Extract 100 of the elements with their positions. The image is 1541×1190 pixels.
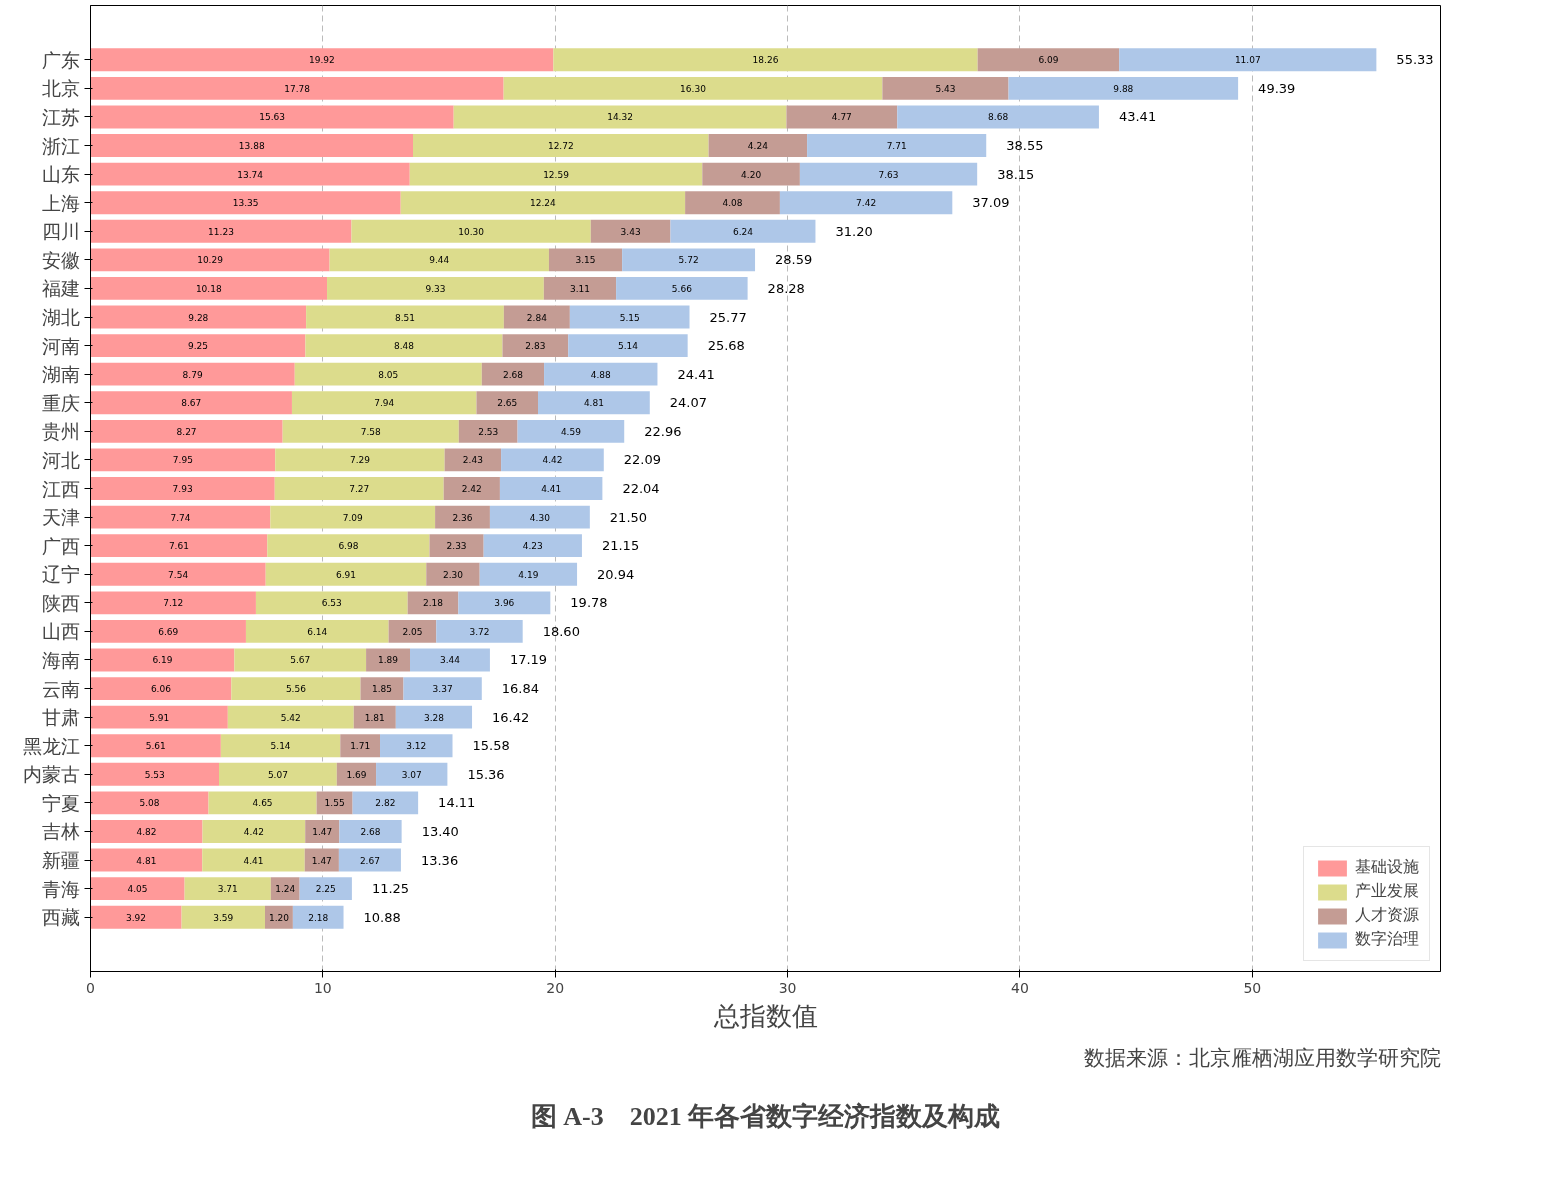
- bar: [267, 534, 430, 558]
- data-label: 3.07: [401, 769, 422, 780]
- bar: [622, 248, 756, 272]
- data-label: 4.23: [522, 541, 543, 552]
- data-label: 4.77: [831, 112, 852, 123]
- data-label: 2.30: [442, 569, 464, 580]
- data-label: 6.14: [307, 626, 328, 637]
- bar: [90, 305, 307, 329]
- bar: [181, 905, 265, 929]
- total-label: 31.20: [835, 223, 873, 239]
- bar: [218, 762, 337, 786]
- y-tick-label: 广西: [41, 534, 80, 557]
- data-label: 1.47: [312, 826, 333, 837]
- legend-label: 基础设施: [1355, 857, 1419, 878]
- bar: [292, 905, 344, 929]
- data-label: 7.12: [163, 598, 184, 609]
- data-label: 1.89: [378, 655, 399, 666]
- bar: [483, 534, 582, 558]
- bar: [90, 734, 221, 758]
- bar: [395, 705, 473, 729]
- data-label: 5.72: [678, 255, 699, 266]
- data-label: 8.27: [176, 426, 197, 437]
- bar: [265, 562, 427, 586]
- data-label: 2.84: [526, 312, 548, 323]
- bar: [245, 619, 389, 643]
- text: 图 A-3 2021 年各省数字经济指数及构成: [530, 1101, 1001, 1131]
- data-label: 8.68: [988, 112, 1009, 123]
- y-tick-label: 黑龙江: [22, 734, 80, 757]
- data-label: 2.18: [422, 598, 444, 609]
- bar: [409, 162, 703, 186]
- total-label: 37.09: [972, 195, 1010, 211]
- bar: [305, 334, 503, 358]
- data-label: 19.92: [309, 55, 335, 66]
- bar: [977, 48, 1120, 72]
- bar: [476, 391, 539, 415]
- data-label: 2.43: [462, 455, 483, 466]
- bar: [227, 705, 354, 729]
- y-tick-label: 内蒙古: [22, 763, 80, 786]
- bar: [90, 277, 328, 300]
- bar: [882, 76, 1009, 100]
- bar: [458, 419, 518, 443]
- total-label: 21.15: [601, 538, 640, 554]
- y-tick-label: 海南: [41, 648, 80, 671]
- bar: [502, 334, 569, 358]
- bar: [90, 877, 185, 901]
- data-label: 5.66: [671, 283, 693, 294]
- bar: [90, 591, 256, 615]
- bar: [453, 105, 787, 129]
- bar: [517, 419, 625, 443]
- x-axis-title: 总指数值: [712, 1000, 818, 1031]
- bar: [90, 648, 235, 672]
- bar: [90, 191, 401, 215]
- data-label: 7.61: [168, 541, 189, 552]
- data-label: 4.59: [560, 426, 582, 437]
- bar: [90, 848, 203, 872]
- data-label: 5.42: [280, 712, 301, 723]
- bar: [548, 248, 623, 272]
- bar: [90, 505, 271, 529]
- bar: [351, 219, 591, 243]
- y-tick-label: 贵州: [41, 420, 80, 443]
- data-label: 7.54: [168, 569, 189, 580]
- data-label: 5.08: [139, 798, 160, 809]
- bar: [538, 391, 650, 415]
- total-label: 16.84: [501, 681, 540, 697]
- bar: [339, 820, 402, 843]
- bar: [503, 305, 570, 329]
- y-tick-label: 山西: [41, 620, 80, 643]
- data-label: 1.81: [364, 712, 385, 723]
- data-label: 3.37: [432, 684, 453, 695]
- bar: [90, 105, 454, 129]
- bar: [90, 477, 275, 500]
- y-tick-label: 青海: [41, 877, 80, 900]
- y-tick-label: 福建: [41, 277, 80, 300]
- bar: [90, 791, 209, 815]
- data-label: 6.19: [152, 655, 173, 666]
- bar: [403, 677, 482, 700]
- bar: [305, 820, 340, 843]
- y-tick-label: 陕西: [41, 591, 80, 614]
- y-tick-label: 北京: [41, 77, 80, 100]
- data-label: 3.43: [620, 226, 641, 237]
- y-tick-label: 湖北: [41, 306, 80, 329]
- bar: [90, 134, 414, 157]
- bar: [435, 505, 490, 529]
- bar: [234, 648, 367, 672]
- bar: [786, 105, 898, 129]
- bar: [503, 76, 883, 100]
- y-tick-label: 西藏: [41, 906, 80, 929]
- data-label: 5.56: [285, 684, 307, 695]
- bar: [282, 419, 459, 443]
- data-label: 3.11: [569, 283, 590, 294]
- data-label: 6.69: [158, 626, 179, 637]
- bar: [590, 219, 671, 243]
- bar: [90, 219, 352, 243]
- total-label: 15.58: [472, 738, 510, 754]
- data-label: 1.71: [350, 741, 371, 752]
- bar: [429, 534, 484, 558]
- data-label: 4.65: [252, 798, 273, 809]
- data-label: 6.06: [150, 684, 172, 695]
- data-label: 4.81: [583, 398, 604, 409]
- total-label: 28.28: [767, 280, 805, 296]
